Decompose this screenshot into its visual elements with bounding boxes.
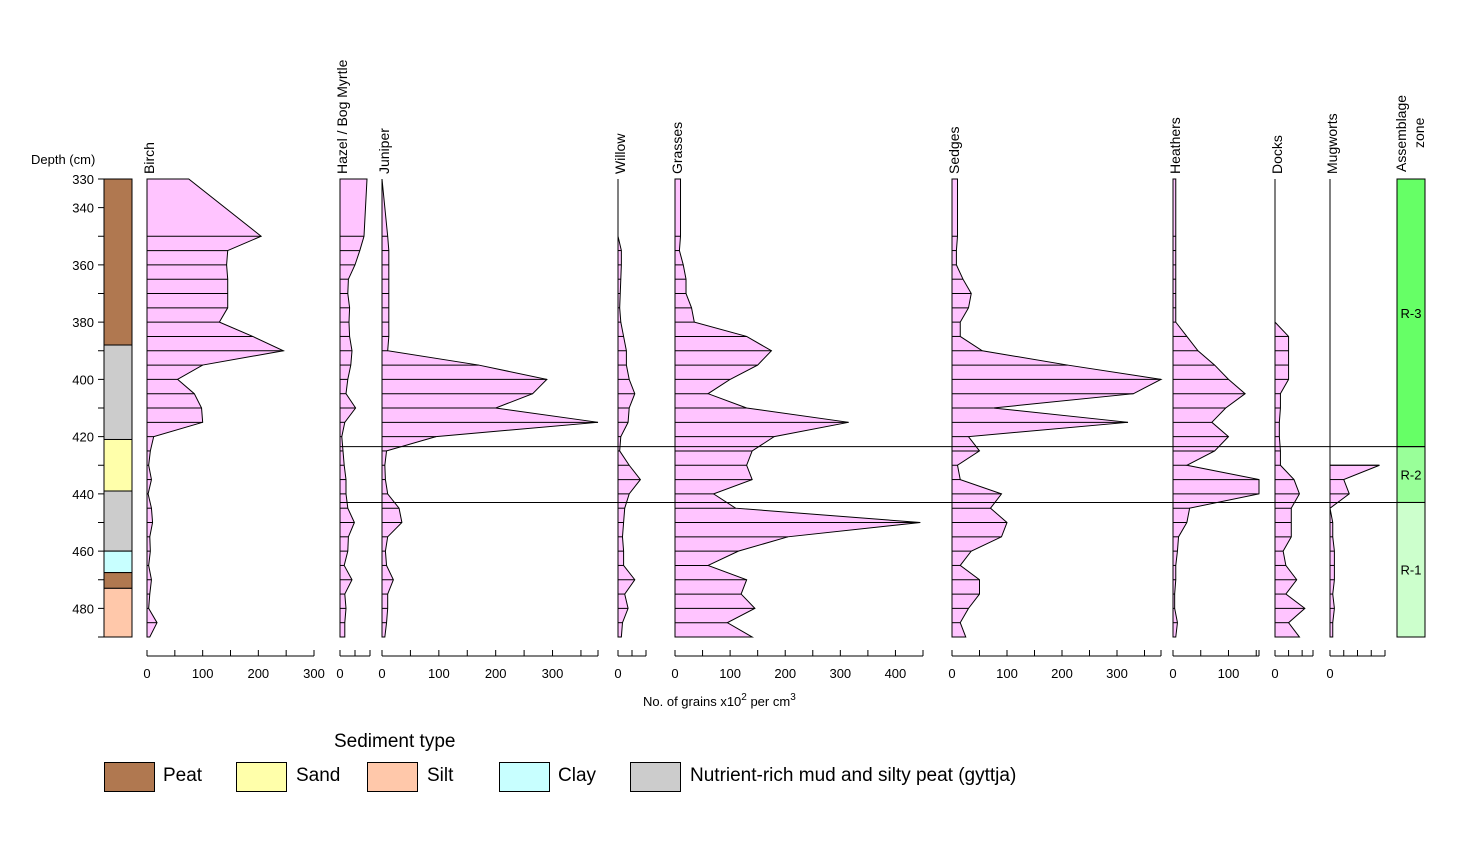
depth-tick-label: 440: [72, 487, 94, 502]
x-tick-label: 200: [247, 666, 269, 681]
series-panel: Heathers 0 100: [1167, 117, 1260, 681]
sediment-layer-silt: [103, 587, 133, 638]
sediment-column: [103, 178, 133, 638]
x-tick-label: 0: [336, 666, 343, 681]
x-tick-label: 0: [1326, 666, 1333, 681]
depth-tick-label: 420: [72, 430, 94, 445]
series-panel: Grasses 0 100 200 300 400: [669, 122, 924, 681]
x-tick-label: 400: [885, 666, 907, 681]
depth-tick-label: 460: [72, 544, 94, 559]
zone-band: [1396, 501, 1426, 638]
series-label: Juniper: [376, 128, 392, 174]
sediment-layer-gyttja: [103, 490, 133, 552]
depth-tick-label: 360: [72, 258, 94, 273]
x-tick-label: 200: [485, 666, 507, 681]
x-tick-label: 100: [192, 666, 214, 681]
series-panel: Hazel / Bog Myrtle 0: [334, 59, 371, 681]
zone-band: [1396, 178, 1426, 448]
depth-tick-label: 330: [72, 172, 94, 187]
x-tick-label: 200: [1051, 666, 1073, 681]
x-tick-label: 0: [143, 666, 150, 681]
depth-tick-label: 340: [72, 201, 94, 216]
x-tick-label: 0: [671, 666, 678, 681]
x-tick-label: 200: [774, 666, 796, 681]
x-tick-label: 100: [428, 666, 450, 681]
x-tick-label: 0: [378, 666, 385, 681]
series-label: Hazel / Bog Myrtle: [334, 59, 350, 174]
x-tick-label: 100: [1218, 666, 1240, 681]
depth-tick-label: 480: [72, 601, 94, 616]
series-label: Sedges: [946, 127, 962, 174]
zone-boundary-lines: [340, 446, 1425, 503]
x-tick-label: 300: [829, 666, 851, 681]
sediment-layer-gyttja: [103, 344, 133, 440]
series-panel: Willow 0: [612, 133, 647, 681]
depth-tick-label: 380: [72, 315, 94, 330]
x-tick-label: 0: [614, 666, 621, 681]
sediment-layer-peat: [103, 572, 133, 589]
series-label: Grasses: [669, 122, 685, 174]
depth-axis-label: Depth (cm): [31, 152, 95, 167]
x-tick-label: 100: [996, 666, 1018, 681]
sediment-layer-peat: [103, 178, 133, 346]
x-tick-label: 300: [1106, 666, 1128, 681]
x-tick-label: 0: [1271, 666, 1278, 681]
series-label: Birch: [141, 142, 157, 174]
series-label: Heathers: [1167, 117, 1183, 174]
series-panel: Juniper 0 100 200 300: [376, 128, 599, 681]
zone-label: R-2: [1401, 468, 1422, 483]
zone-title-line-1: Assemblage: [1393, 95, 1409, 172]
depth-tick-label: 400: [72, 372, 94, 387]
sediment-layer-sand: [103, 438, 133, 492]
series-label: Willow: [612, 133, 628, 174]
series-panel: Docks 0: [1269, 135, 1314, 681]
x-tick-label: 0: [1169, 666, 1176, 681]
series-panel: Birch 0 100 200 300: [141, 142, 325, 681]
zone-label: R-1: [1401, 563, 1422, 578]
depth-axis: Depth (cm) 330 340 360 380 400 420 440 460 480: [31, 152, 105, 638]
series-area: [1329, 464, 1380, 638]
x-tick-label: 0: [948, 666, 955, 681]
zone-title-line-2: zone: [1411, 117, 1427, 148]
zone-label: R-3: [1401, 306, 1422, 321]
series-label: Docks: [1269, 135, 1285, 174]
assemblage-zone-column: Assemblage zone R-3 R-2 R-1: [1393, 95, 1427, 638]
x-tick-label: 300: [303, 666, 325, 681]
x-tick-label: 300: [542, 666, 564, 681]
x-axis-label: No. of grains x102 per cm3: [643, 692, 796, 709]
series-panel: Sedges 0 100 200 300: [946, 127, 1163, 681]
sediment-layer-clay: [103, 550, 133, 574]
series-label: Mugworts: [1324, 113, 1340, 174]
series-panel: Mugworts 0: [1324, 113, 1386, 681]
zone-band: [1396, 446, 1426, 503]
x-tick-label: 100: [719, 666, 741, 681]
